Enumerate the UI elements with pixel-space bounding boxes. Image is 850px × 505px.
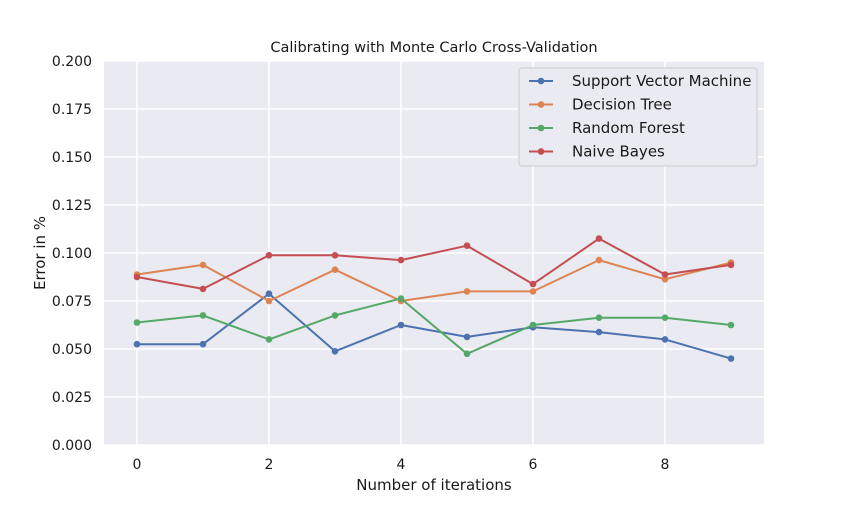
x-axis-label: Number of iterations [356, 476, 512, 494]
data-point [265, 252, 273, 259]
data-point [397, 321, 405, 329]
data-point [529, 288, 537, 295]
data-point [463, 350, 471, 358]
chart-title: Calibrating with Monte Carlo Cross-Valid… [270, 40, 597, 56]
x-tick-label: 4 [397, 457, 406, 473]
series-layer [133, 235, 735, 362]
data-point [595, 314, 603, 322]
x-tick-label: 0 [133, 457, 142, 473]
data-point [727, 321, 735, 329]
data-point [397, 295, 405, 302]
series-line [137, 292, 732, 360]
data-point [529, 321, 537, 329]
y-tick-label: 0.025 [52, 390, 92, 406]
data-point [661, 314, 669, 322]
data-point [331, 266, 339, 274]
series-line [136, 237, 732, 290]
y-tick-label: 0.075 [52, 294, 92, 310]
y-tick-label: 0.125 [52, 198, 92, 214]
data-point [133, 319, 141, 326]
data-point [529, 280, 537, 288]
data-point [463, 333, 471, 341]
data-point [661, 336, 669, 343]
data-point [265, 336, 273, 343]
y-tick-label: 0.175 [52, 102, 92, 118]
data-point [133, 340, 141, 348]
data-point [265, 297, 273, 305]
data-point [463, 288, 471, 295]
y-axis-label: Error in % [31, 216, 49, 290]
y-tick-label: 0.200 [52, 54, 92, 70]
data-point [397, 256, 405, 264]
legend-item: Decision Tree [529, 96, 672, 114]
x-tick-label: 8 [661, 457, 670, 473]
legend: Support Vector Machine Decision Tree Rando… [518, 67, 758, 167]
y-tick-label: 0.000 [52, 438, 92, 454]
data-point [331, 312, 339, 319]
data-point [661, 276, 669, 283]
legend-item: Support Vector Machine [529, 72, 751, 90]
legend-label: Support Vector Machine [572, 72, 751, 90]
data-point [265, 290, 273, 298]
series-naive-bayes [133, 235, 735, 293]
data-point [199, 340, 207, 348]
data-point [133, 273, 141, 281]
legend-marker [537, 77, 545, 85]
data-point [595, 235, 603, 242]
x-tick-label: 2 [265, 457, 274, 473]
legend-frame [518, 67, 758, 167]
series-decision-tree [133, 256, 735, 305]
legend-marker [537, 124, 545, 132]
data-point [661, 271, 669, 278]
data-point [463, 242, 471, 250]
series-line [136, 259, 732, 302]
series-line [136, 297, 732, 355]
y-tick-labels: 0.000 0.025 0.050 0.075 0.100 0.125 0.150 0.175… [52, 54, 92, 454]
data-point [331, 252, 339, 259]
legend-label: Decision Tree [572, 96, 672, 114]
y-tick-label: 0.150 [52, 150, 92, 166]
data-point [199, 261, 207, 269]
y-tick-label: 0.100 [52, 246, 92, 262]
data-point [331, 348, 339, 355]
legend-item: Naive Bayes [529, 143, 665, 161]
data-point [727, 355, 735, 362]
x-tick-label: 6 [529, 457, 538, 473]
legend-marker [537, 101, 545, 108]
y-tick-label: 0.050 [52, 342, 92, 358]
legend-label: Naive Bayes [572, 143, 665, 161]
data-point [595, 328, 603, 336]
legend-item: Random Forest [529, 119, 685, 137]
x-tick-labels: 0 2 4 6 8 [133, 457, 670, 473]
legend-label: Random Forest [572, 119, 685, 137]
series-random-forest [133, 295, 735, 358]
data-point [199, 312, 207, 319]
legend-marker [537, 148, 545, 155]
data-point [199, 285, 207, 293]
data-point [727, 261, 735, 269]
data-point [595, 256, 603, 264]
